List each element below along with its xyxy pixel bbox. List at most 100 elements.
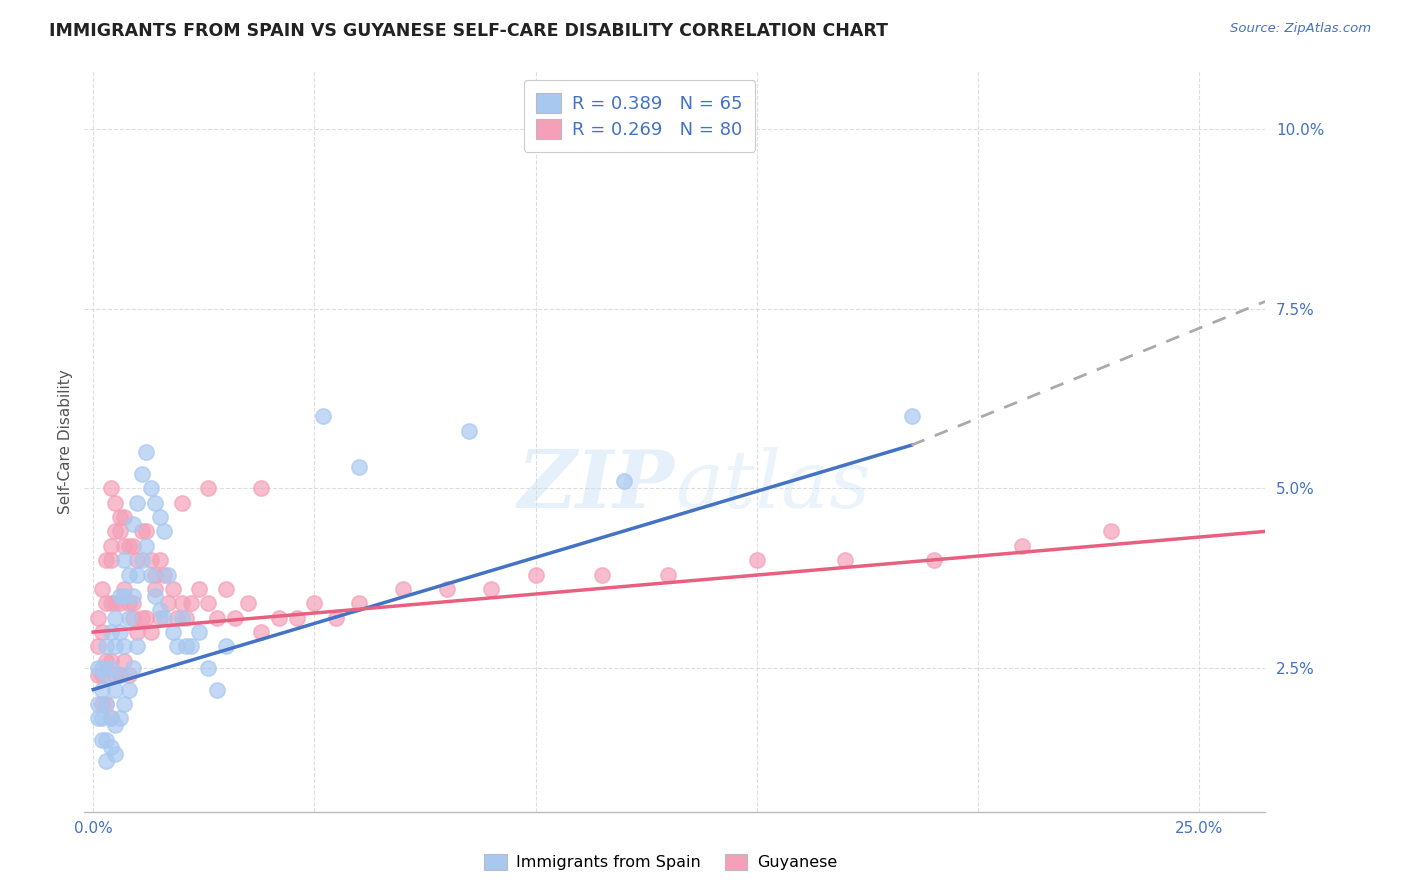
- Point: [100, 711, 122, 725]
- Point: [657, 567, 679, 582]
- Point: [96, 755, 118, 769]
- Point: [170, 610, 193, 624]
- Point: [153, 524, 176, 539]
- Point: [112, 510, 135, 524]
- Point: [131, 553, 153, 567]
- Point: [96, 697, 118, 711]
- Point: [112, 539, 135, 553]
- Point: [127, 640, 149, 654]
- Point: [122, 539, 145, 553]
- Point: [205, 610, 228, 624]
- Point: [117, 682, 139, 697]
- Point: [86, 711, 108, 725]
- Point: [117, 596, 139, 610]
- Point: [325, 610, 347, 624]
- Point: [143, 589, 166, 603]
- Point: [215, 640, 238, 654]
- Point: [117, 668, 139, 682]
- Point: [524, 567, 547, 582]
- Point: [104, 668, 127, 682]
- Point: [148, 603, 170, 617]
- Point: [205, 682, 228, 697]
- Point: [112, 582, 135, 596]
- Point: [135, 539, 157, 553]
- Point: [91, 682, 114, 697]
- Point: [1011, 539, 1033, 553]
- Point: [122, 596, 145, 610]
- Point: [91, 732, 114, 747]
- Point: [127, 567, 149, 582]
- Point: [122, 610, 145, 624]
- Point: [108, 589, 131, 603]
- Point: [131, 610, 153, 624]
- Point: [86, 668, 108, 682]
- Point: [215, 582, 238, 596]
- Point: [96, 654, 118, 668]
- Point: [188, 625, 211, 640]
- Point: [108, 510, 131, 524]
- Point: [347, 596, 370, 610]
- Point: [157, 596, 180, 610]
- Point: [91, 697, 114, 711]
- Point: [104, 747, 127, 762]
- Point: [131, 524, 153, 539]
- Point: [104, 524, 127, 539]
- Point: [479, 582, 502, 596]
- Point: [153, 610, 176, 624]
- Point: [122, 589, 145, 603]
- Point: [100, 596, 122, 610]
- Point: [197, 596, 219, 610]
- Point: [100, 661, 122, 675]
- Point: [148, 510, 170, 524]
- Point: [143, 567, 166, 582]
- Point: [100, 625, 122, 640]
- Text: IMMIGRANTS FROM SPAIN VS GUYANESE SELF-CARE DISABILITY CORRELATION CHART: IMMIGRANTS FROM SPAIN VS GUYANESE SELF-C…: [49, 22, 889, 40]
- Point: [104, 495, 127, 509]
- Point: [112, 589, 135, 603]
- Point: [139, 567, 162, 582]
- Point: [96, 668, 118, 682]
- Point: [91, 625, 114, 640]
- Point: [108, 668, 131, 682]
- Point: [108, 711, 131, 725]
- Point: [91, 661, 114, 675]
- Point: [180, 596, 202, 610]
- Point: [197, 481, 219, 495]
- Point: [86, 697, 108, 711]
- Point: [131, 467, 153, 481]
- Point: [96, 640, 118, 654]
- Point: [127, 495, 149, 509]
- Point: [100, 739, 122, 754]
- Point: [143, 582, 166, 596]
- Point: [170, 495, 193, 509]
- Point: [591, 567, 613, 582]
- Point: [91, 711, 114, 725]
- Point: [108, 524, 131, 539]
- Point: [112, 640, 135, 654]
- Point: [162, 582, 184, 596]
- Point: [157, 567, 180, 582]
- Point: [922, 553, 945, 567]
- Point: [86, 610, 108, 624]
- Legend: R = 0.389   N = 65, R = 0.269   N = 80: R = 0.389 N = 65, R = 0.269 N = 80: [523, 80, 755, 152]
- Point: [104, 682, 127, 697]
- Point: [122, 517, 145, 532]
- Point: [108, 596, 131, 610]
- Point: [86, 661, 108, 675]
- Point: [100, 711, 122, 725]
- Point: [436, 582, 458, 596]
- Point: [96, 553, 118, 567]
- Point: [139, 481, 162, 495]
- Point: [112, 697, 135, 711]
- Point: [900, 409, 922, 424]
- Point: [91, 582, 114, 596]
- Point: [122, 661, 145, 675]
- Point: [104, 596, 127, 610]
- Point: [96, 596, 118, 610]
- Point: [108, 668, 131, 682]
- Point: [458, 424, 481, 438]
- Point: [1099, 524, 1122, 539]
- Point: [162, 625, 184, 640]
- Point: [117, 610, 139, 624]
- Point: [91, 668, 114, 682]
